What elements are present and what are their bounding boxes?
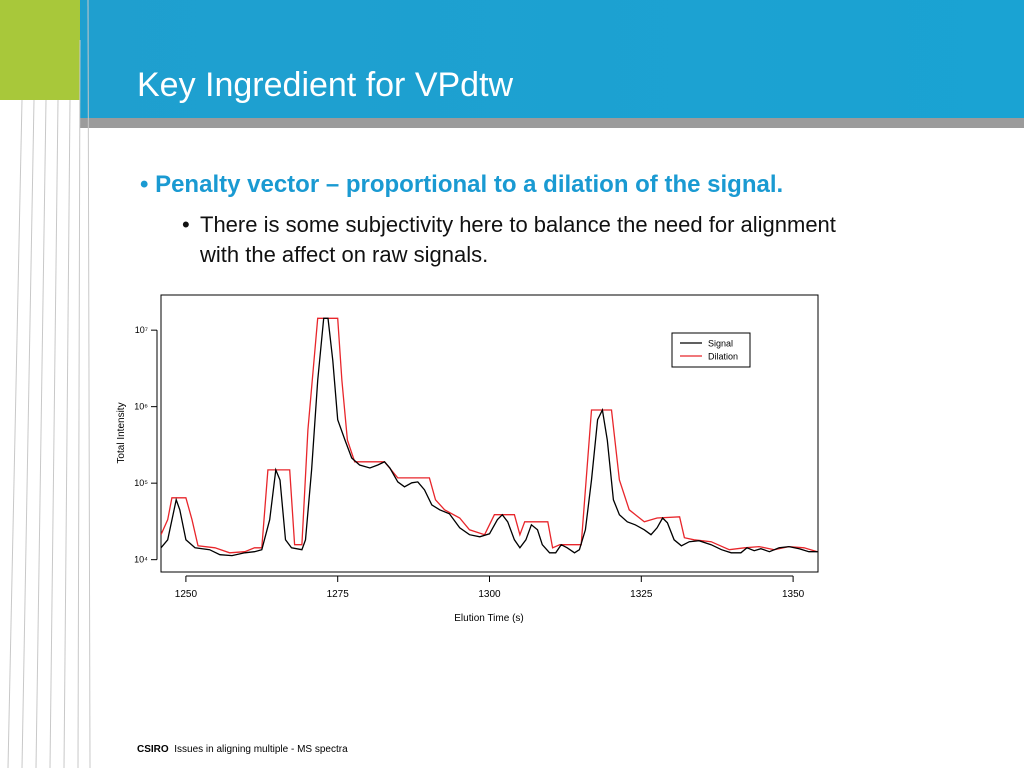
- y-tick-label: 10⁷: [135, 325, 148, 335]
- header-rule: [80, 118, 1024, 128]
- x-tick-label: 1275: [327, 589, 350, 600]
- x-tick-label: 1350: [782, 589, 805, 600]
- legend-box: [671, 332, 751, 368]
- legend-label: Dilation: [708, 352, 738, 362]
- legend-label: Signal: [708, 339, 733, 349]
- bullet: • Penalty vector – proportional to a dil…: [140, 171, 784, 198]
- series-line: [161, 317, 818, 554]
- side-lines: [7, 0, 91, 768]
- y-tick-label: 10⁶: [134, 402, 148, 412]
- series-line: [161, 317, 818, 557]
- x-tick-label: 1325: [630, 589, 653, 600]
- y-tick-label: 10⁵: [134, 478, 148, 488]
- footer-org: CSIRO: [137, 744, 169, 755]
- header-band: [80, 0, 1024, 118]
- y-axis-label: Total Intensity: [116, 402, 127, 463]
- bullet-text: Penalty vector – proportional to a dilat…: [155, 171, 784, 198]
- x-tick-label: 1250: [175, 589, 198, 600]
- x-axis-label: Elution Time (s): [454, 613, 523, 624]
- footer-text: Issues in aligning multiple - MS spectra: [174, 744, 348, 755]
- x-tick-label: 1300: [478, 589, 501, 600]
- accent-block: [0, 0, 80, 100]
- sub-bullet: • There is some subjectivity here to bala…: [182, 210, 842, 270]
- sub-bullet-text: There is some subjectivity here to balan…: [200, 212, 836, 267]
- plot-frame: [160, 294, 819, 573]
- y-tick-label: 10⁴: [134, 555, 148, 565]
- footer: CSIRO Issues in aligning multiple - MS s…: [137, 744, 348, 755]
- slide-title: Key Ingredient for VPdtw: [137, 66, 514, 104]
